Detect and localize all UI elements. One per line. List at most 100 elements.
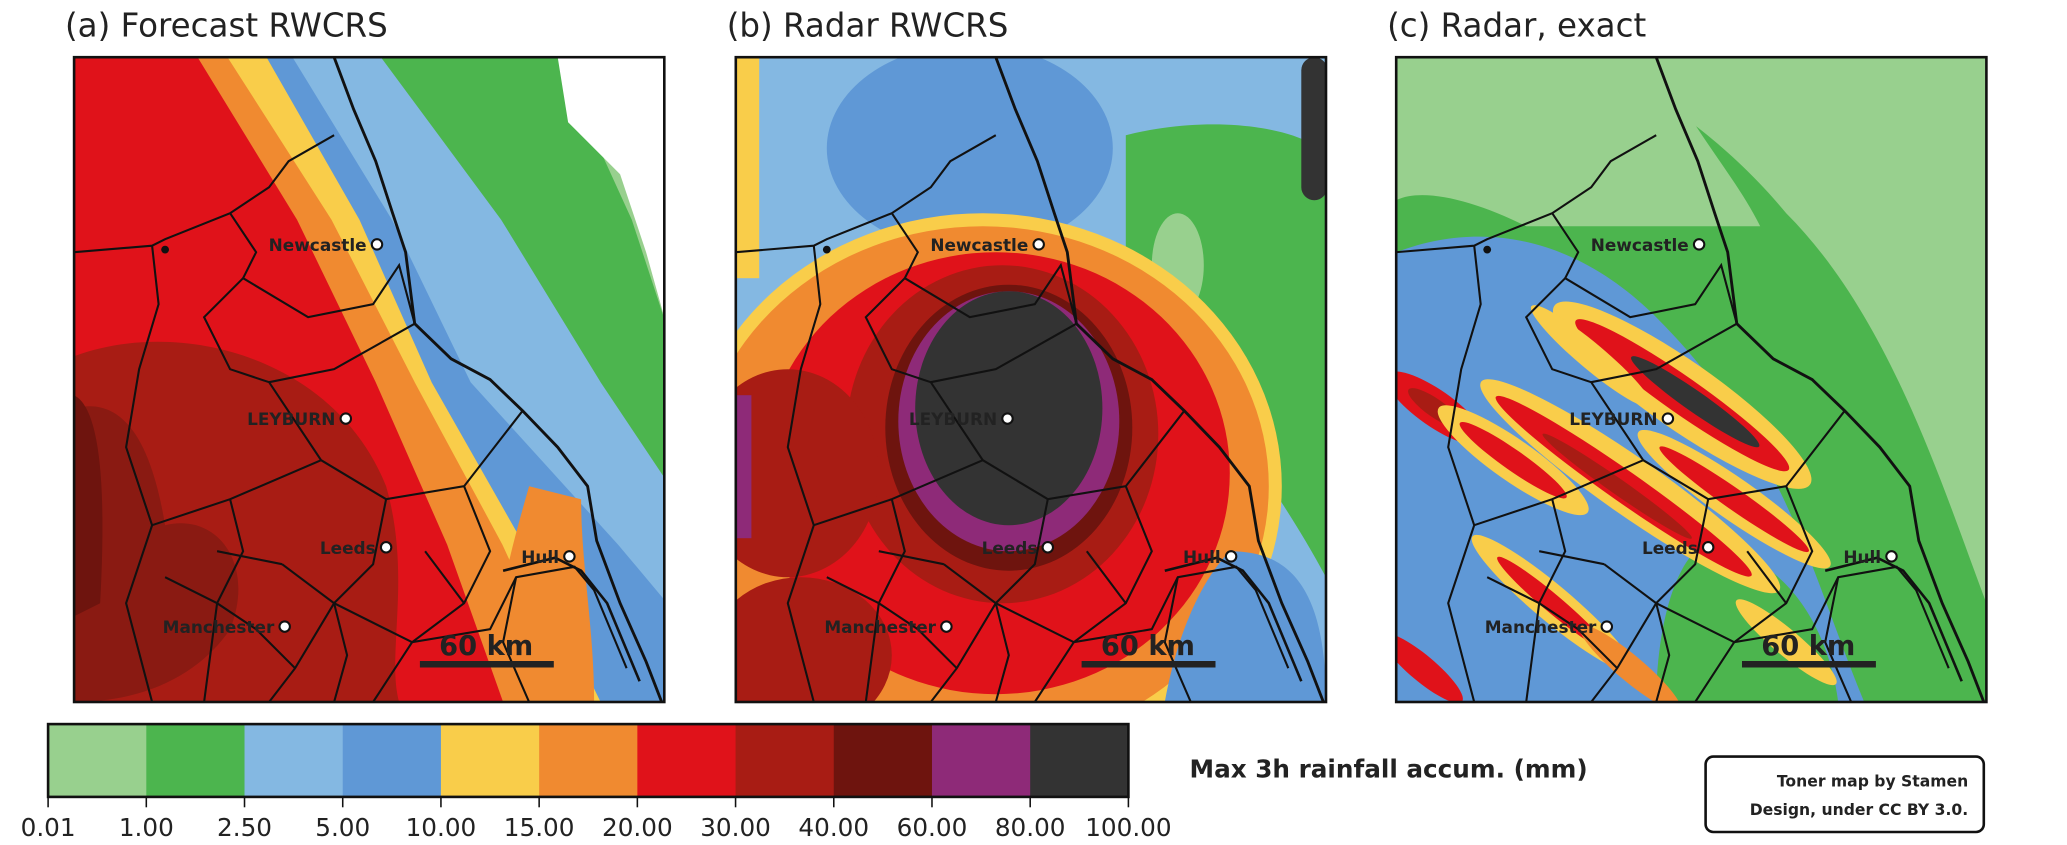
- rain-area-60-80: [735, 395, 752, 539]
- coastline: [1654, 57, 1986, 703]
- colorbar-tick-label: 10.00: [406, 813, 477, 842]
- colorbar-tick-label: 100.00: [1085, 813, 1171, 842]
- colorbar-tick-label: 2.50: [217, 813, 272, 842]
- city-marker: [940, 620, 953, 633]
- city-marker: [1041, 541, 1055, 554]
- county-border: [502, 576, 531, 703]
- county-border: [424, 550, 465, 604]
- rain-streak: [1659, 446, 1809, 553]
- county-border: [1447, 245, 1482, 703]
- map-panel: (c) Radar, exact Newcastle LEYBURN Leeds Hul…: [1387, 6, 1988, 704]
- panel-frame: [1394, 55, 1988, 704]
- coast-marker: [1483, 245, 1492, 254]
- colorbar-frame: [46, 722, 1130, 799]
- rain-streak: [1579, 625, 1681, 703]
- county-border: [125, 245, 160, 703]
- city-label: Manchester: [824, 617, 936, 637]
- colorbar-tick-label: 15.00: [504, 813, 575, 842]
- city-marker: [278, 620, 291, 633]
- county-border: [216, 550, 283, 566]
- city-marker: [1885, 550, 1898, 563]
- panel-title: (b) Radar RWCRS: [727, 6, 1009, 44]
- scale-bar-label: 60 km: [439, 631, 533, 662]
- county-border: [1524, 277, 1846, 501]
- county-border: [1163, 576, 1192, 703]
- city-label: Hull: [1843, 547, 1881, 567]
- rain-area-40-60: [74, 395, 103, 617]
- city-label: Leeds: [1642, 538, 1698, 558]
- no-rain-area: [557, 57, 665, 318]
- city-marker: [1701, 541, 1715, 554]
- map-panel: (a) Forecast RWCRS Newcastle LEYBURN Leeds H…: [65, 6, 666, 704]
- colorbar-label: Max 3h rainfall accum. (mm): [1190, 754, 1588, 783]
- colorbar-segment: [735, 724, 835, 797]
- coast-marker: [161, 245, 169, 254]
- attribution-line2: Design, under CC BY 3.0.: [1750, 801, 1968, 819]
- city-marker: [1661, 412, 1675, 425]
- city-marker: [1001, 412, 1014, 425]
- panel-title: (a) Forecast RWCRS: [65, 6, 388, 44]
- colorbar-segment: [440, 724, 540, 797]
- city-marker: [370, 238, 384, 251]
- city-label: Newcastle: [1591, 235, 1689, 255]
- city-marker: [379, 541, 393, 554]
- colorbar-segment: [48, 724, 147, 797]
- coast-marker: [822, 245, 831, 254]
- coastline: [994, 57, 1325, 703]
- county-border: [1085, 550, 1127, 604]
- colorbar-segment: [637, 724, 737, 797]
- colorbar-tick-label: 60.00: [897, 813, 968, 842]
- rain-area-80-100: [915, 291, 1103, 526]
- county-border: [203, 498, 245, 703]
- county-border: [1033, 485, 1153, 703]
- city-label: Newcastle: [930, 235, 1028, 255]
- county-border: [864, 277, 1186, 501]
- city-label: Hull: [521, 547, 559, 567]
- county-border: [1603, 563, 1950, 669]
- colorbar-segment: [146, 724, 246, 797]
- rain-area-40-60: [74, 406, 239, 703]
- county-border: [1824, 576, 1853, 703]
- rain-area-5-10: [826, 57, 1113, 253]
- city-label: Newcastle: [269, 235, 367, 255]
- colorbar-tick-label: 40.00: [798, 813, 869, 842]
- city-label: Manchester: [163, 617, 275, 637]
- colorbar-segment: [244, 724, 344, 797]
- colorbar-tick-label: 30.00: [700, 813, 771, 842]
- county-border: [164, 576, 296, 669]
- rain-streak: [1396, 633, 1463, 703]
- colorbar-tick-label: 1.00: [119, 813, 174, 842]
- colorbar: 0.01 1.00 2.50 5.00 10.00 15.00 20.00 30.00 40.0…: [21, 722, 1172, 842]
- county-border: [878, 550, 945, 566]
- rainfall-map: Newcastle LEYBURN Leeds Hull Manchester 60 km: [1396, 57, 1987, 703]
- county-border: [1551, 212, 1738, 324]
- colorbar-segment: [1030, 724, 1130, 797]
- colorbar-segment: [539, 724, 639, 797]
- county-border: [1590, 322, 1738, 384]
- rain-band-1-2: [380, 57, 665, 478]
- city-label: Hull: [1183, 547, 1221, 567]
- county-border: [994, 602, 1010, 703]
- rainfall-map: Newcastle LEYBURN Leeds Hull Manchester 60 km: [735, 57, 1326, 703]
- rain-area-0-1: [1396, 57, 1761, 227]
- scale-bar-label: 60 km: [1101, 631, 1195, 662]
- city-marker: [1032, 238, 1045, 251]
- county-border: [281, 563, 628, 669]
- humber-estuary: [502, 556, 641, 682]
- county-border: [202, 277, 524, 501]
- county-border: [930, 322, 1077, 384]
- panel-title: (c) Radar, exact: [1387, 6, 1646, 44]
- county-border: [864, 498, 906, 703]
- humber-estuary: [1164, 556, 1303, 682]
- colorbar-tick-label: 20.00: [602, 813, 673, 842]
- county-border: [1538, 550, 1605, 566]
- county-border: [826, 576, 958, 669]
- rain-streak: [1497, 556, 1608, 650]
- rain-area-30-40: [735, 577, 892, 703]
- colorbar-segment: [342, 724, 442, 797]
- city-label: LEYBURN: [1569, 409, 1657, 429]
- attribution-box: Toner map by Stamen Design, under CC BY …: [1704, 755, 1986, 834]
- county-border: [1655, 602, 1671, 703]
- humber-estuary: [1824, 556, 1963, 682]
- city-marker: [1224, 550, 1238, 563]
